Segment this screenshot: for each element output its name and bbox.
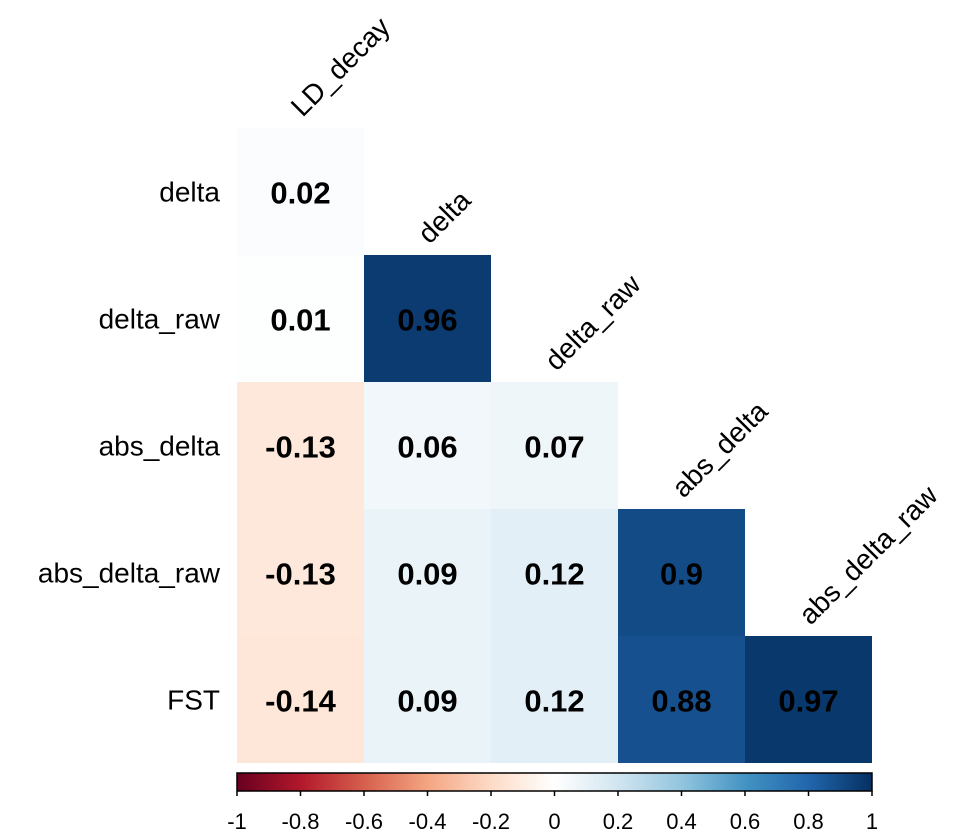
cell-value-label: -0.13 — [265, 557, 336, 592]
colorbar-tick-label: -0.6 — [345, 809, 383, 834]
colorbar-tick-label: -1 — [227, 809, 247, 834]
cell-value-label: 0.09 — [397, 684, 457, 719]
colorbar-gradient — [236, 772, 873, 792]
heatmap-cell — [364, 255, 491, 382]
column-label: LD_decay — [285, 11, 396, 122]
cell-value-label: 0.12 — [524, 557, 584, 592]
column-label: delta — [412, 184, 477, 249]
colorbar-tick-label: 0.2 — [603, 809, 634, 834]
heatmap-cell — [364, 636, 491, 763]
heatmap-cell — [237, 255, 364, 382]
colorbar-tick-label: 0 — [548, 809, 560, 834]
heatmap-cell — [364, 509, 491, 636]
heatmap-cell — [237, 509, 364, 636]
heatmap-value-labels: 0.02 0.01 0.96 -0.13 0.06 0.07 -0.13 0.09 0.12 0.… — [265, 176, 839, 719]
heatmap-cell — [491, 636, 618, 763]
column-label: abs_delta_raw — [793, 479, 944, 630]
heatmap-cell — [364, 382, 491, 509]
heatmap-cell — [491, 509, 618, 636]
heatmap-cell — [618, 636, 745, 763]
heatmap-cell — [237, 636, 364, 763]
row-label: abs_delta — [99, 431, 221, 462]
colorbar-tick-label: 0.6 — [730, 809, 761, 834]
row-labels: delta delta_raw abs_delta abs_delta_raw FST — [38, 177, 221, 716]
cell-value-label: 0.01 — [270, 303, 330, 338]
colorbar — [236, 772, 873, 792]
cell-value-label: 0.02 — [270, 176, 330, 211]
cell-value-label: 0.9 — [660, 557, 703, 592]
heatmap-cell — [237, 382, 364, 509]
heatmap-cell — [618, 509, 745, 636]
heatmap-cell — [745, 636, 872, 763]
cell-value-label: 0.97 — [778, 684, 838, 719]
column-label: delta_raw — [539, 268, 647, 376]
row-label: abs_delta_raw — [38, 558, 221, 589]
heatmap-cell — [237, 128, 364, 255]
cell-value-label: 0.12 — [524, 684, 584, 719]
colorbar-tick-label: 0.8 — [793, 809, 824, 834]
colorbar-tick-label: 0.4 — [666, 809, 697, 834]
colorbar-tick-label: 1 — [866, 809, 878, 834]
cell-value-label: 0.06 — [397, 430, 457, 465]
cell-value-label: 0.96 — [397, 303, 457, 338]
colorbar-tick-label: -0.4 — [409, 809, 447, 834]
column-label: abs_delta — [666, 395, 774, 503]
heatmap-cells — [237, 128, 872, 763]
row-label: delta_raw — [99, 304, 221, 335]
colorbar-tick-label: -0.2 — [472, 809, 510, 834]
cell-value-label: 0.88 — [651, 684, 711, 719]
row-label: delta — [159, 177, 220, 208]
row-label: FST — [167, 685, 220, 716]
heatmap-cell — [491, 382, 618, 509]
cell-value-label: -0.14 — [265, 684, 336, 719]
cell-value-label: 0.09 — [397, 557, 457, 592]
cell-value-label: -0.13 — [265, 430, 336, 465]
colorbar-tick-labels: -1 -0.8 -0.6 -0.4 -0.2 0 0.2 0.4 0.6 0.8 1 — [227, 791, 878, 834]
cell-value-label: 0.07 — [524, 430, 584, 465]
colorbar-tick-label: -0.8 — [282, 809, 320, 834]
